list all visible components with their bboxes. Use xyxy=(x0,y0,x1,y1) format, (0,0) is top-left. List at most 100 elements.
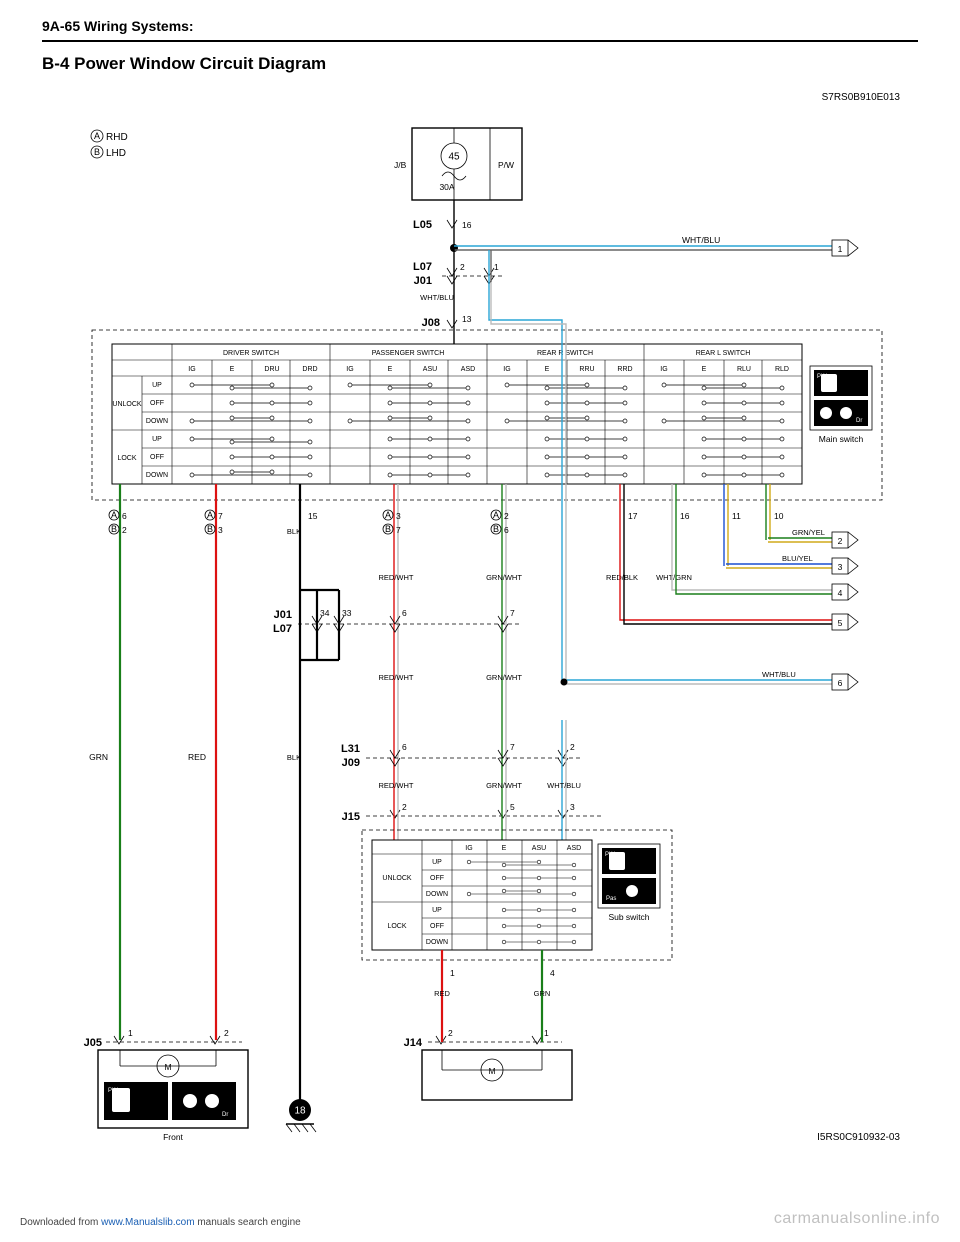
passenger-motor: M xyxy=(422,1050,572,1100)
svg-text:J01: J01 xyxy=(274,609,292,621)
svg-text:ASD: ASD xyxy=(567,845,581,852)
svg-text:PW: PW xyxy=(605,852,615,858)
svg-text:L07: L07 xyxy=(273,623,292,635)
svg-text:PW: PW xyxy=(108,1088,118,1094)
svg-text:J15: J15 xyxy=(342,811,360,823)
footer-link[interactable]: www.Manualslib.com xyxy=(101,1217,194,1228)
ground-18: 18 xyxy=(286,1099,316,1132)
fuse-block: J/B 45 30A P/W xyxy=(394,128,522,200)
svg-text:UP: UP xyxy=(152,436,162,443)
svg-text:P/W: P/W xyxy=(498,160,514,170)
svg-text:IG: IG xyxy=(660,366,667,373)
svg-text:A: A xyxy=(493,510,499,520)
svg-text:BLU/YEL: BLU/YEL xyxy=(782,554,813,563)
svg-text:DOWN: DOWN xyxy=(426,939,448,946)
svg-text:3: 3 xyxy=(570,802,575,812)
svg-text:UP: UP xyxy=(432,859,442,866)
svg-text:1: 1 xyxy=(128,1028,133,1038)
svg-text:PASSENGER SWITCH: PASSENGER SWITCH xyxy=(372,350,445,357)
svg-text:A: A xyxy=(111,510,117,520)
svg-text:RED: RED xyxy=(188,752,206,762)
svg-text:RED: RED xyxy=(434,989,450,998)
svg-text:L07: L07 xyxy=(413,261,432,273)
svg-text:RLU: RLU xyxy=(737,366,751,373)
svg-text:UP: UP xyxy=(432,907,442,914)
svg-text:DOWN: DOWN xyxy=(146,418,168,425)
svg-text:1: 1 xyxy=(544,1028,549,1038)
svg-text:M: M xyxy=(164,1062,171,1072)
svg-text:6: 6 xyxy=(504,525,509,535)
svg-text:IG: IG xyxy=(465,845,472,852)
svg-text:GRN/WHT: GRN/WHT xyxy=(486,673,522,682)
svg-text:1: 1 xyxy=(450,968,455,978)
svg-text:4: 4 xyxy=(838,588,843,598)
svg-text:WHT/BLU: WHT/BLU xyxy=(420,293,454,302)
svg-text:16: 16 xyxy=(680,511,690,521)
connector-l05: L05 16 xyxy=(413,200,472,248)
svg-text:B: B xyxy=(385,524,391,534)
svg-text:Main switch: Main switch xyxy=(819,434,864,444)
svg-text:RED/WHT: RED/WHT xyxy=(379,573,414,582)
svg-text:RED/BLK: RED/BLK xyxy=(606,573,638,582)
sub-switch-outputs: 1 RED 4 GRN xyxy=(434,950,555,1000)
svg-text:UP: UP xyxy=(152,382,162,389)
watermark: carmanualsonline.info xyxy=(774,1210,940,1228)
svg-text:1: 1 xyxy=(494,262,499,272)
svg-text:L05: L05 xyxy=(413,219,432,231)
svg-text:11: 11 xyxy=(732,511,741,521)
svg-text:A: A xyxy=(385,510,391,520)
footer: Downloaded from www.Manualslib.com manua… xyxy=(20,1217,301,1228)
svg-text:L31: L31 xyxy=(341,743,360,755)
wire-wht-blu-top: WHT/BLU 1 xyxy=(450,235,858,256)
svg-text:J01: J01 xyxy=(414,275,432,287)
svg-text:18: 18 xyxy=(294,1106,306,1117)
svg-text:A: A xyxy=(207,510,213,520)
svg-text:2: 2 xyxy=(504,511,509,521)
svg-text:IG: IG xyxy=(346,366,353,373)
svg-text:B: B xyxy=(111,524,117,534)
svg-text:E: E xyxy=(388,366,393,373)
svg-text:2: 2 xyxy=(224,1028,229,1038)
svg-text:3: 3 xyxy=(838,562,843,572)
svg-text:GRN/WHT: GRN/WHT xyxy=(486,573,522,582)
svg-text:J05: J05 xyxy=(84,1037,102,1049)
svg-text:BLK: BLK xyxy=(287,753,301,762)
sub-switch-icon: PW Pas Sub switch xyxy=(598,844,660,922)
svg-text:45: 45 xyxy=(448,152,460,163)
svg-text:OFF: OFF xyxy=(430,875,444,882)
svg-text:OFF: OFF xyxy=(430,923,444,930)
svg-text:WHT/GRN: WHT/GRN xyxy=(656,573,692,582)
svg-text:RRU: RRU xyxy=(579,366,594,373)
svg-text:E: E xyxy=(230,366,235,373)
svg-text:Dr: Dr xyxy=(222,1112,228,1118)
svg-text:17: 17 xyxy=(628,511,638,521)
figure-code: I5RS0C910932-03 xyxy=(817,1132,900,1143)
svg-text:LHD: LHD xyxy=(106,148,126,159)
svg-text:6: 6 xyxy=(838,678,843,688)
svg-text:J/B: J/B xyxy=(394,160,407,170)
connector-l31-j09: L31 J09 6 7 2 RED/WHT GRN/WHT WHT/BLU xyxy=(341,679,582,811)
connector-j08: J08 13 xyxy=(422,314,472,338)
svg-text:RRD: RRD xyxy=(617,366,632,373)
svg-text:J09: J09 xyxy=(342,757,360,769)
svg-text:Front: Front xyxy=(163,1132,183,1140)
svg-text:7: 7 xyxy=(510,608,515,618)
svg-text:UNLOCK: UNLOCK xyxy=(112,401,142,408)
svg-text:IG: IG xyxy=(503,366,510,373)
svg-text:UNLOCK: UNLOCK xyxy=(382,875,412,882)
svg-text:6: 6 xyxy=(402,608,407,618)
svg-text:30A: 30A xyxy=(439,182,454,192)
svg-text:GRN: GRN xyxy=(89,752,108,762)
svg-text:15: 15 xyxy=(308,511,318,521)
svg-text:WHT/BLU: WHT/BLU xyxy=(547,781,581,790)
svg-text:E: E xyxy=(702,366,707,373)
connector-j14: J14 2 1 xyxy=(404,1000,562,1049)
off-page-refs: GRN/YEL 2 BLU/YEL 3 4 5 WHT/BLU 6 xyxy=(489,282,858,690)
svg-text:2: 2 xyxy=(122,525,127,535)
svg-text:DOWN: DOWN xyxy=(146,472,168,479)
wiring-diagram: A RHD B LHD J/B 45 30A P/W L05 16 WHT/BL… xyxy=(42,120,918,1140)
svg-text:BLK: BLK xyxy=(287,527,301,536)
svg-text:PW: PW xyxy=(817,374,827,380)
svg-text:ASU: ASU xyxy=(423,366,437,373)
svg-text:A: A xyxy=(94,131,100,141)
